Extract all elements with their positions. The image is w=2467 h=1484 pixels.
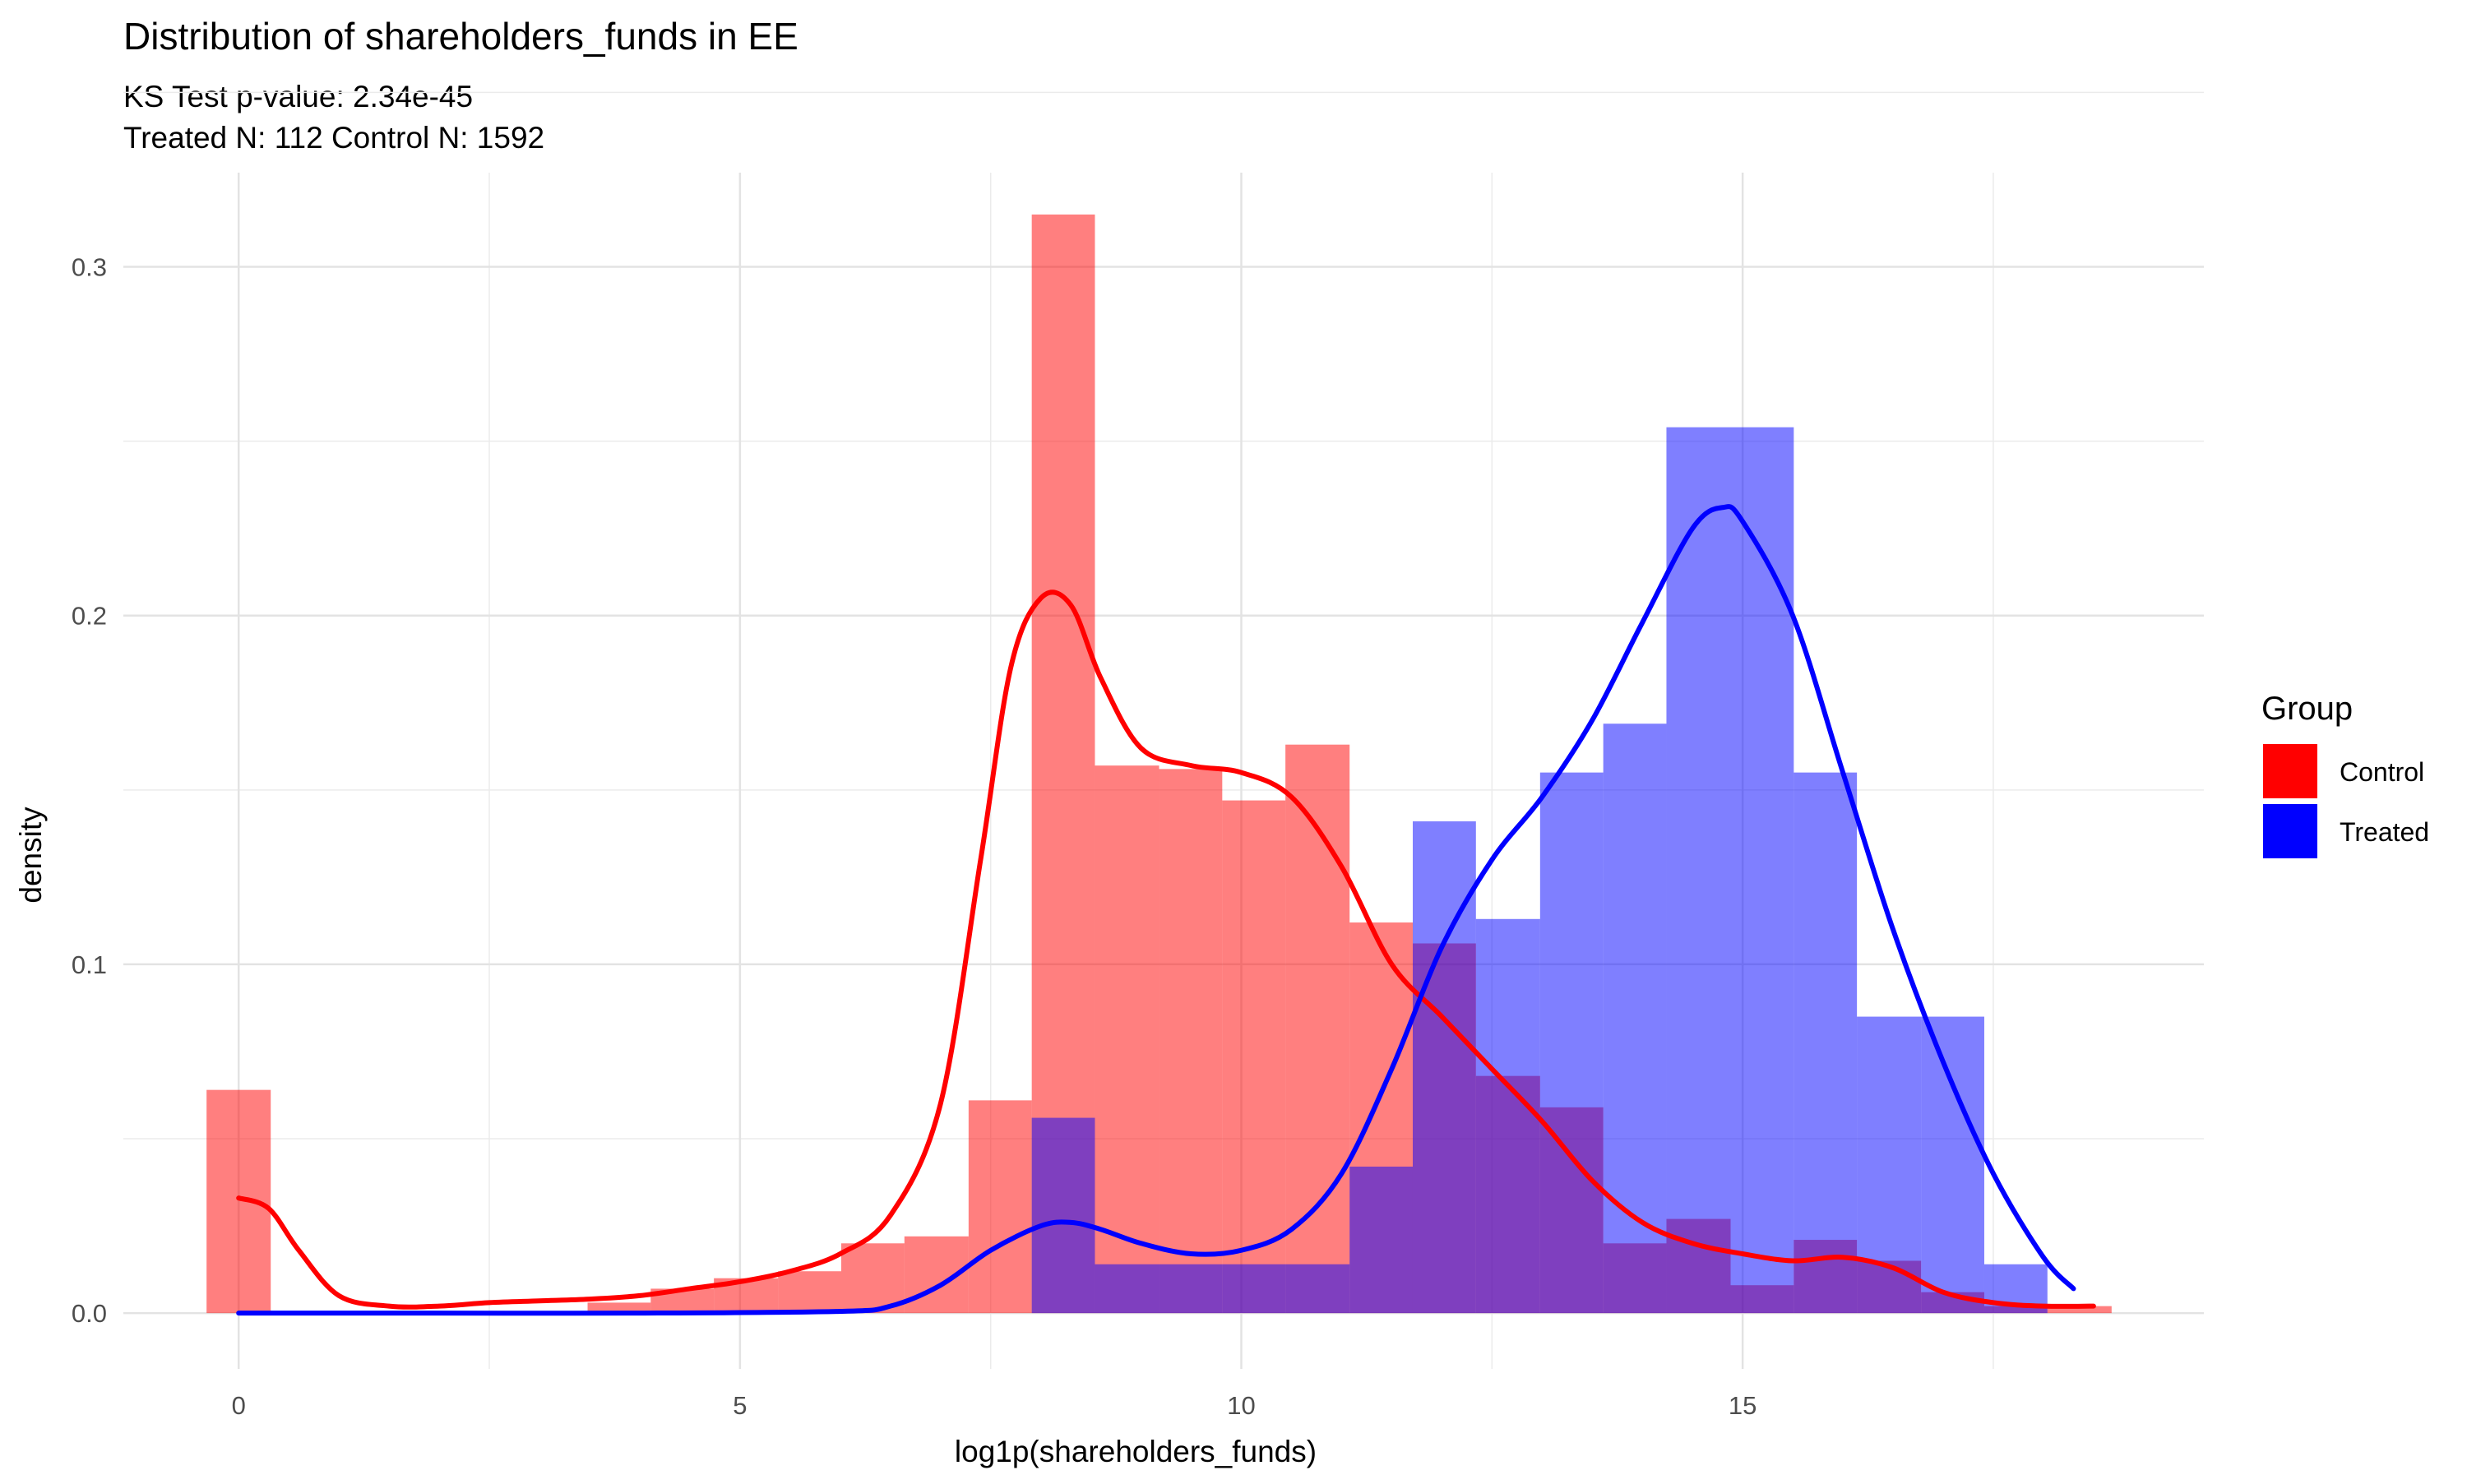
histogram-bar-treated [1285, 1264, 1350, 1314]
histogram-bar-treated [1666, 427, 1731, 1314]
chart-subtitle-ks: KS Test p-value: 2.34e-45 [123, 80, 473, 113]
legend: Group Control Treated [2261, 691, 2429, 858]
density-line-treated [236, 504, 2076, 1316]
histogram-bar-treated [1095, 1264, 1159, 1314]
histogram-bar-treated [1159, 1264, 1223, 1314]
histogram-bar-control [841, 1243, 905, 1314]
histogram-bar-treated [1222, 1264, 1286, 1314]
histogram-bar-control [2047, 1306, 2112, 1314]
histogram-bar-control [587, 1302, 651, 1314]
y-tick-label: 0.3 [72, 253, 107, 282]
histogram-bar-treated [1412, 821, 1476, 1314]
histogram-bar-control [968, 1100, 1032, 1314]
x-tick-label: 0 [232, 1391, 246, 1420]
histogram-bar-treated [1730, 427, 1794, 1314]
histogram-bar-treated [1031, 1117, 1095, 1314]
x-tick-label: 15 [1729, 1391, 1757, 1420]
y-axis-ticks: 0.0 0.1 0.2 0.3 [72, 253, 107, 1329]
histogram-bar-treated [1921, 1016, 1984, 1314]
y-axis-label: density [14, 807, 48, 904]
y-tick-label: 0.2 [72, 602, 107, 631]
x-tick-label: 10 [1227, 1391, 1255, 1420]
histogram-bar-control [1285, 744, 1350, 1314]
histogram-bar-control [778, 1271, 842, 1314]
histogram-bar-treated [1857, 1016, 1922, 1314]
chart-subtitle-counts: Treated N: 112 Control N: 1592 [123, 121, 544, 155]
chart-title: Distribution of shareholders_funds in EE [123, 15, 798, 58]
legend-title: Group [2261, 691, 2353, 727]
y-tick-label: 0.1 [72, 950, 107, 979]
legend-label-control: Control [2340, 757, 2424, 787]
x-axis-ticks: 0 5 10 15 [232, 1391, 1757, 1420]
legend-key-control [2263, 744, 2317, 798]
histogram-bar-treated [1794, 772, 1858, 1314]
histogram-bar-treated [1539, 772, 1604, 1314]
histogram-bar-control [1222, 800, 1286, 1314]
x-tick-label: 5 [733, 1391, 747, 1420]
histogram-bar-treated [1603, 724, 1667, 1314]
legend-key-treated [2263, 804, 2317, 858]
histogram-bars [206, 214, 2112, 1314]
histogram-bar-treated [1475, 918, 1540, 1314]
legend-label-treated: Treated [2340, 817, 2429, 847]
histogram-bar-control [1159, 769, 1223, 1314]
y-tick-label: 0.0 [72, 1299, 107, 1328]
histogram-bar-treated [1349, 1166, 1413, 1314]
density-line-control [236, 589, 2096, 1310]
x-axis-label: log1p(shareholders_funds) [955, 1435, 1317, 1468]
histogram-bar-control [1095, 765, 1159, 1314]
density-curves [236, 504, 2096, 1316]
